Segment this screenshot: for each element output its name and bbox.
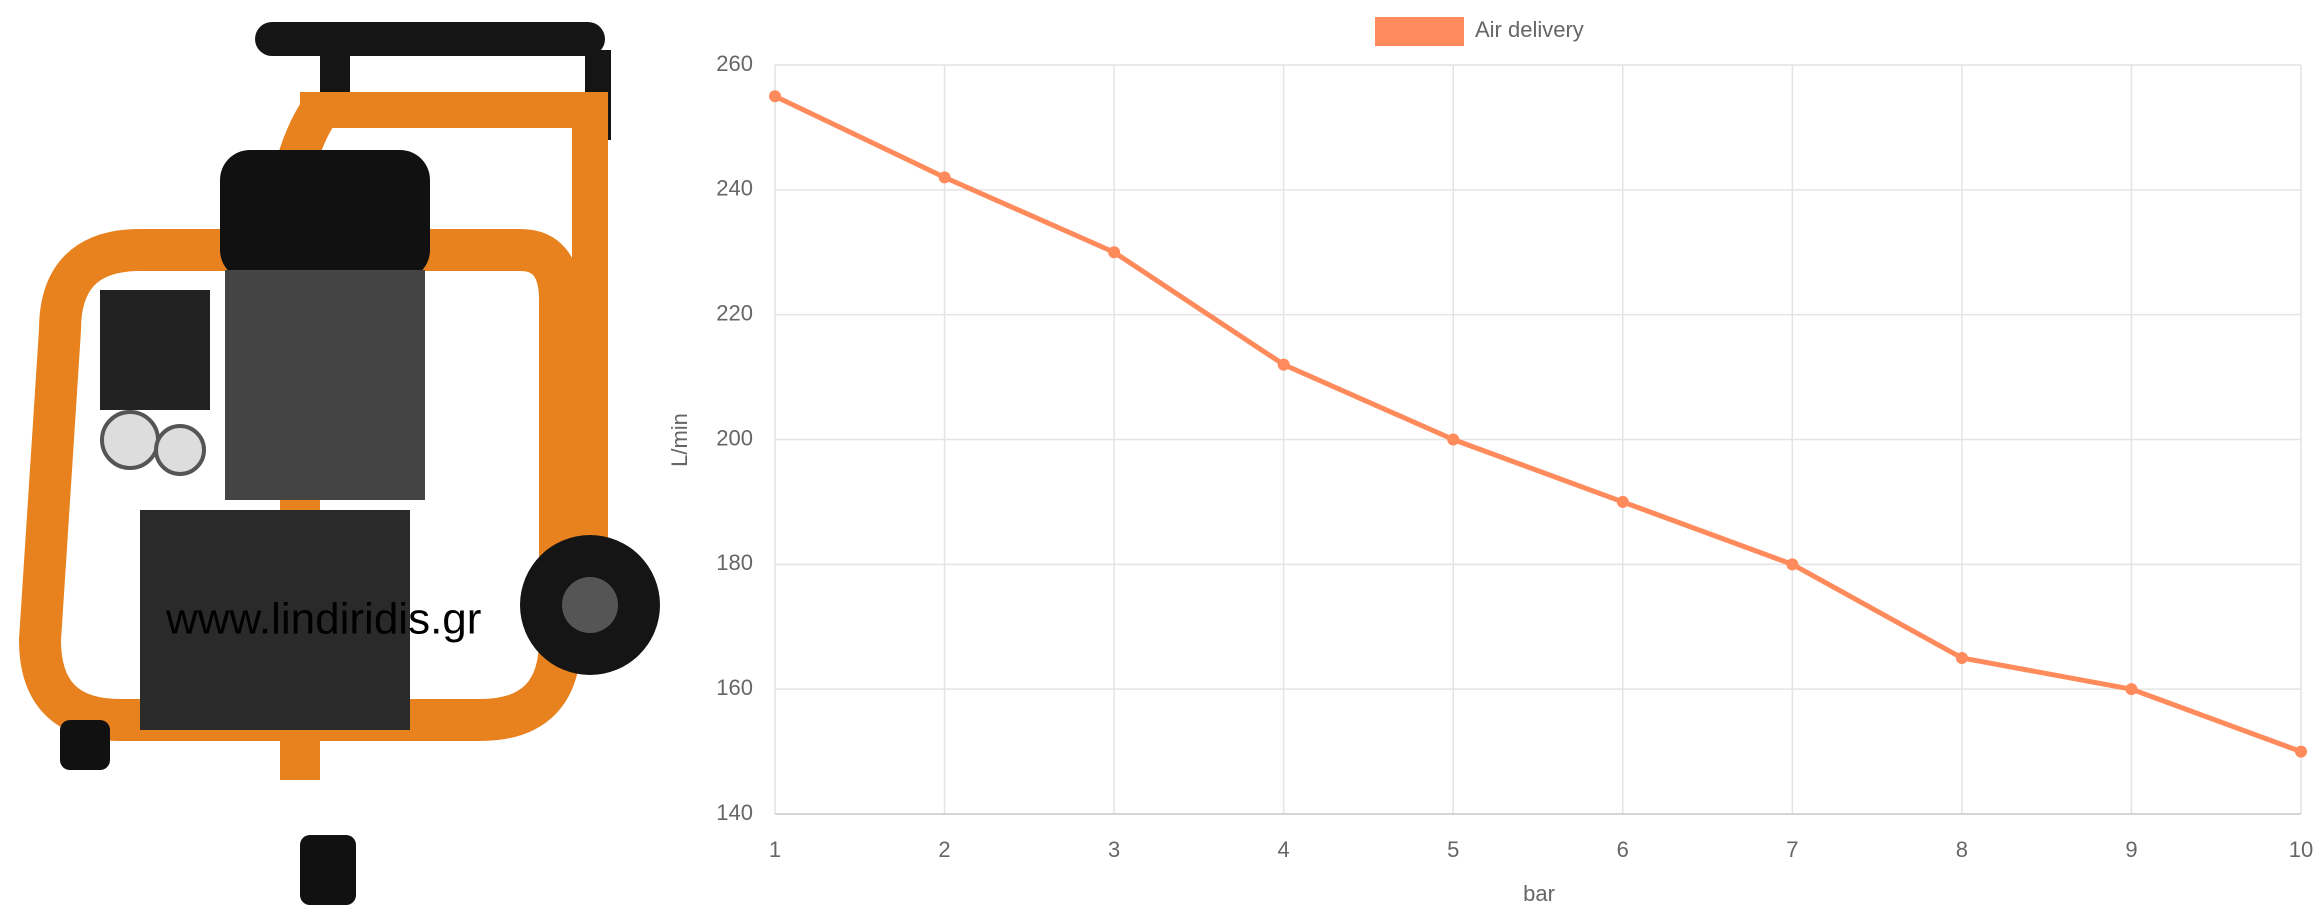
y-tick-label: 200 <box>716 425 753 450</box>
x-tick-label: 7 <box>1786 837 1798 862</box>
product-photo: www.lindiridis.gr <box>18 22 660 905</box>
data-point <box>769 90 781 103</box>
legend-label: Air delivery <box>1475 17 1584 42</box>
x-axis-title: bar <box>1523 881 1555 906</box>
y-axis-title: L/min <box>667 413 692 467</box>
x-tick-label: 2 <box>938 837 950 862</box>
data-point <box>2125 683 2138 696</box>
y-tick-label: 180 <box>716 550 753 575</box>
y-tick-label: 220 <box>716 300 753 325</box>
data-point <box>1108 246 1121 259</box>
data-point <box>1616 495 1629 508</box>
data-line <box>773 93 2302 754</box>
data-point <box>1786 558 1799 571</box>
x-tick-label: 8 <box>1956 837 1968 862</box>
data-point <box>1277 358 1290 371</box>
watermark: www.lindiridis.gr <box>165 595 481 644</box>
data-point <box>2295 745 2307 758</box>
data-point <box>1447 433 1460 446</box>
x-tick-label: 3 <box>1108 837 1120 862</box>
x-tick-label: 1 <box>769 837 781 862</box>
y-tick-label: 160 <box>716 675 753 700</box>
x-tick-label: 9 <box>2125 837 2137 862</box>
legend-swatch <box>1375 17 1464 46</box>
x-tick-label: 6 <box>1617 837 1629 862</box>
data-point <box>1955 651 1968 664</box>
x-tick-label: 5 <box>1447 837 1459 862</box>
data-point <box>938 171 951 184</box>
y-tick-label: 240 <box>716 176 753 201</box>
y-tick-label: 260 <box>716 51 753 76</box>
y-tick-label: 140 <box>716 800 753 825</box>
x-tick-label: 4 <box>1278 837 1290 862</box>
x-tick-label: 10 <box>2289 837 2313 862</box>
